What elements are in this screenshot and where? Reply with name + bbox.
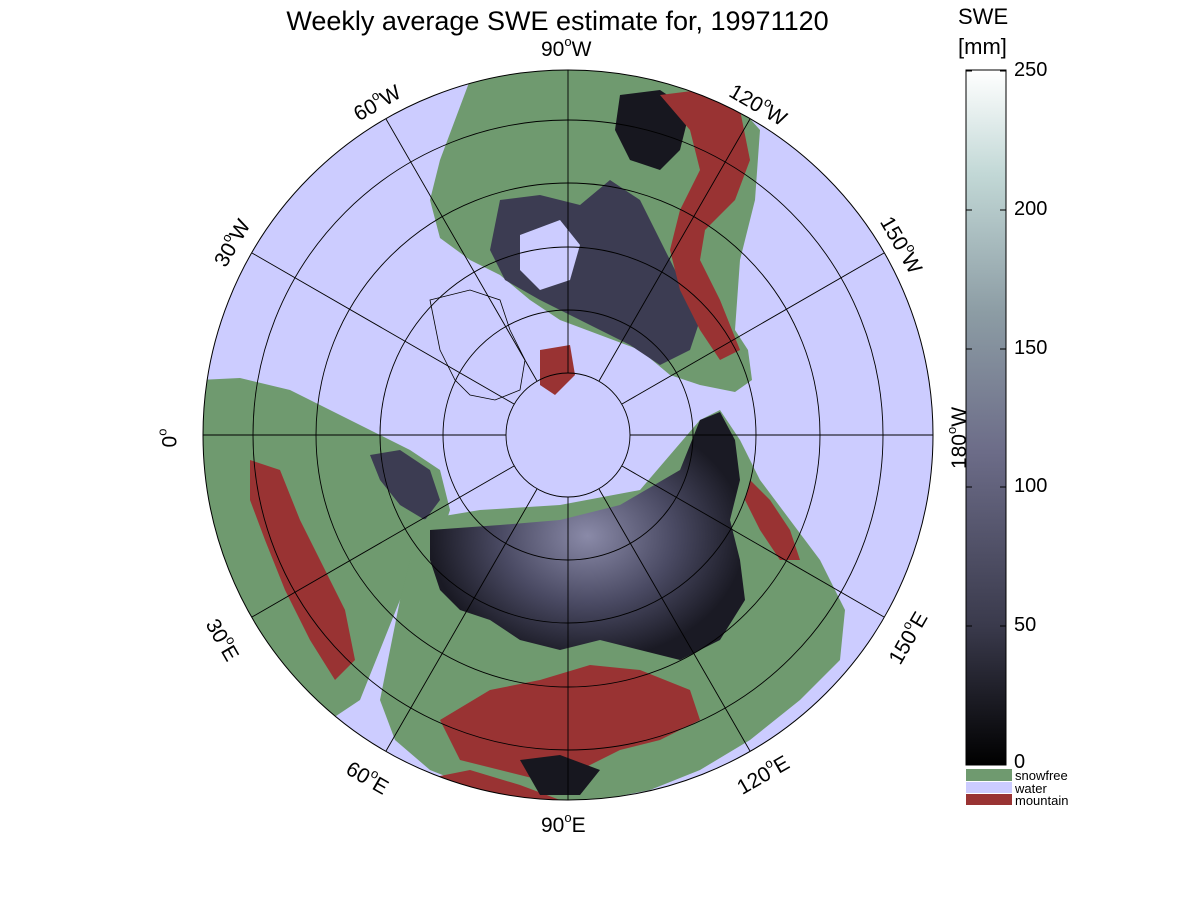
colorbar-ticks	[966, 70, 1006, 627]
meridian-line	[385, 118, 538, 382]
legend-label-snowfree: snowfree	[1015, 768, 1068, 783]
longitude-label-90e: 90oE	[541, 810, 586, 837]
colorbar-tick-label: 0	[1014, 751, 1026, 773]
siberia-snow	[430, 412, 745, 660]
legend-swatch-snowfree	[966, 769, 1012, 781]
north-america-snow-dark	[615, 90, 690, 170]
legend-swatch-mountain	[966, 794, 1012, 805]
central-asia-mountains	[440, 665, 700, 780]
legend-swatch-water	[966, 782, 1012, 793]
colorbar-tick-label: 150	[1014, 337, 1048, 359]
meridian-line	[598, 488, 751, 752]
colorbar-unit: [mm]	[958, 34, 1007, 59]
colorbar-tick-label: 250	[1014, 59, 1048, 81]
legend-label-mountain: mountain	[1015, 793, 1069, 808]
europe-mountain	[250, 460, 355, 680]
mongolia-snow	[520, 755, 600, 795]
colorbar-tick-label: 50	[1014, 614, 1037, 636]
colorbar-tick-label: 100	[1014, 475, 1048, 497]
scandinavia-snow	[370, 450, 440, 520]
legend-label-water: water	[1015, 781, 1047, 796]
colorbar-tick-label: 200	[1014, 198, 1048, 220]
colorbar	[965, 69, 1007, 766]
meridian-line	[621, 252, 885, 405]
meridian-line	[621, 465, 885, 618]
longitude-grid	[203, 70, 933, 800]
longitude-label-90w: 90oW	[541, 34, 592, 61]
map-boundary	[202, 69, 934, 801]
hudson-bay	[520, 220, 580, 290]
longitude-label-180w: 180oW	[944, 406, 972, 470]
longitude-label-0: 0o	[154, 428, 182, 448]
meridian-line	[251, 465, 515, 618]
north-america-snow	[490, 180, 700, 365]
far-east-mountains	[745, 480, 800, 560]
page-title: Weekly average SWE estimate for, 1997112…	[286, 6, 829, 36]
meridian-line	[251, 252, 515, 405]
colorbar-title: SWE	[958, 4, 1009, 29]
meridian-line	[598, 118, 751, 382]
greenland	[429, 289, 526, 401]
greenland-mountain	[540, 345, 575, 395]
meridian-line	[385, 488, 538, 752]
